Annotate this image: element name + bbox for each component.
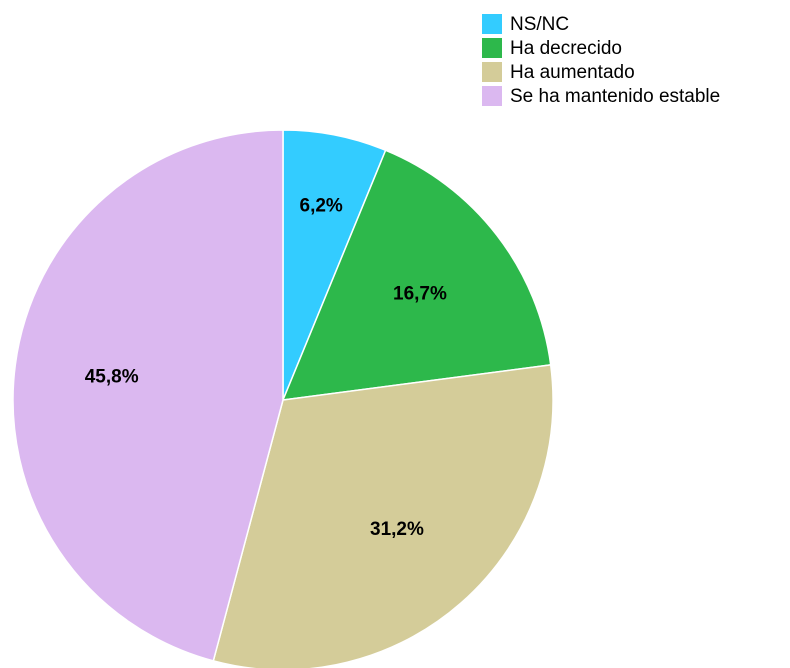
legend-swatch xyxy=(482,14,502,34)
legend-label: Ha decrecido xyxy=(510,38,622,59)
data-label: 31,2% xyxy=(370,519,424,540)
legend-label: NS/NC xyxy=(510,14,569,35)
pie-slice xyxy=(12,129,284,662)
legend-label: Se ha mantenido estable xyxy=(510,86,720,107)
pie-slice xyxy=(281,149,552,401)
data-label: 45,8% xyxy=(85,367,139,388)
legend-swatch xyxy=(482,62,502,82)
data-label: 6,2% xyxy=(300,196,343,217)
legend-swatch xyxy=(482,86,502,106)
pie-slice xyxy=(212,364,554,668)
data-label: 16,7% xyxy=(393,284,447,305)
legend-label: Ha aumentado xyxy=(510,62,635,83)
legend-swatch xyxy=(482,38,502,58)
